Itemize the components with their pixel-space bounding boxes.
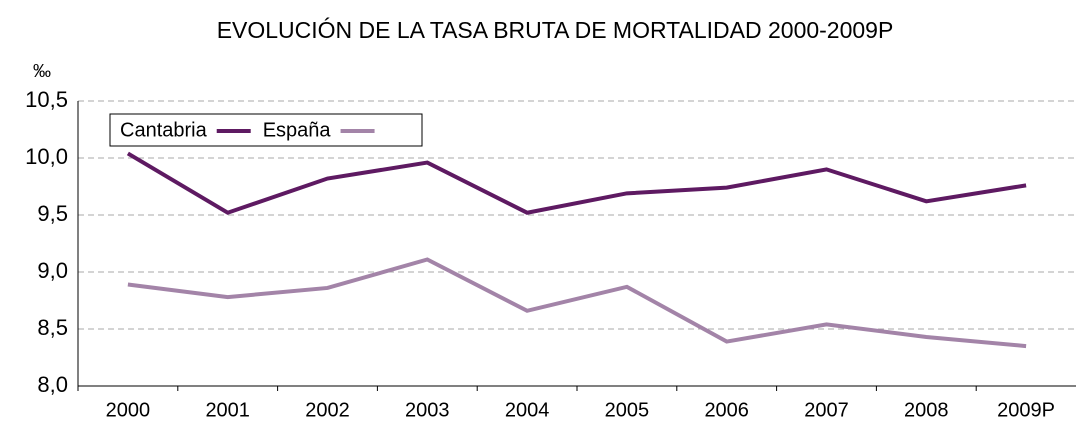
x-tick-label: 2002 [305,399,350,421]
x-tick-label: 2006 [704,399,749,421]
legend-label: España [263,119,332,141]
series-line [127,257,1027,349]
x-tick-label: 2001 [205,399,250,421]
series-line [126,151,1027,215]
legend-box [109,113,423,147]
y-tick-label: 10,0 [25,144,68,169]
x-tick-label: 2009P [997,399,1055,421]
legend-label: Cantabria [120,119,208,141]
chart-title: EVOLUCIÓN DE LA TASA BRUTA DE MORTALIDAD… [217,17,894,43]
x-tick-label: 2003 [405,399,450,421]
y-tick-label: 10,5 [25,87,68,112]
y-axis-label: ‰ [33,61,51,81]
x-tick-label: 2004 [505,399,550,421]
y-tick-label: 9,5 [37,201,68,226]
x-tick-label: 2005 [605,399,650,421]
y-tick-label: 9,0 [37,258,68,283]
x-tick-label: 2000 [106,399,151,421]
y-tick-label: 8,0 [37,372,68,397]
y-tick-label: 8,5 [37,315,68,340]
x-tick-label: 2008 [904,399,949,421]
x-tick-label: 2007 [804,399,849,421]
